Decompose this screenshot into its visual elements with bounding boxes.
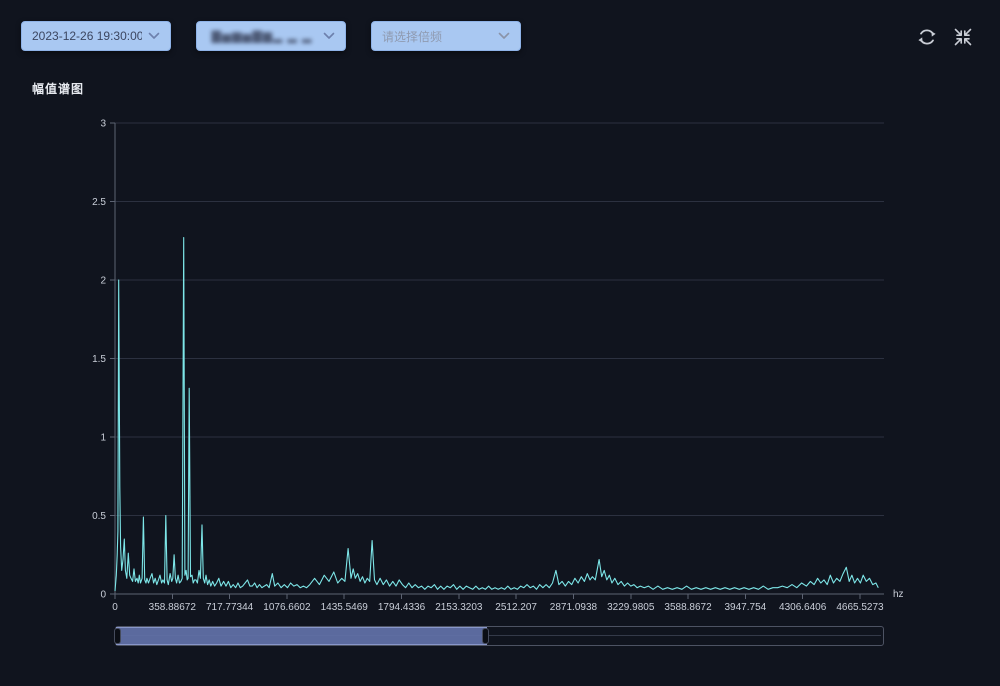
measuring-point-select[interactable]: ▇▅▆▅▇▆▂ ▂ ▂	[196, 21, 346, 51]
datazoom-left-handle[interactable]	[114, 628, 121, 644]
svg-text:3947.754: 3947.754	[725, 602, 767, 613]
svg-text:1.5: 1.5	[92, 354, 106, 365]
refresh-button[interactable]	[914, 24, 940, 50]
frequency-multiple-select-placeholder: 请选择倍频	[382, 29, 443, 44]
datazoom-slider[interactable]	[114, 626, 884, 646]
frequency-multiple-select[interactable]: 请选择倍频	[371, 21, 521, 51]
refresh-icon	[918, 29, 936, 45]
svg-text:1: 1	[100, 433, 106, 444]
svg-text:717.77344: 717.77344	[206, 602, 254, 613]
svg-text:2: 2	[100, 276, 106, 287]
svg-text:2153.3203: 2153.3203	[435, 602, 483, 613]
svg-text:2871.0938: 2871.0938	[550, 602, 598, 613]
collapse-icon	[954, 28, 972, 46]
svg-text:3229.9805: 3229.9805	[607, 602, 655, 613]
svg-text:1076.6602: 1076.6602	[263, 602, 311, 613]
chevron-down-icon	[323, 32, 335, 39]
spectrum-chart[interactable]: 0 0.5 1 1.5 2 2.5 3 0 358.88672 717.77344 1076.660…	[0, 100, 1000, 620]
chevron-down-icon	[148, 32, 160, 39]
svg-text:1435.5469: 1435.5469	[321, 602, 369, 613]
datetime-select[interactable]: 2023-12-26 19:30:00	[21, 21, 171, 51]
svg-text:3588.8672: 3588.8672	[664, 602, 712, 613]
svg-text:4306.6406: 4306.6406	[779, 602, 827, 613]
measuring-point-select-value: ▇▅▆▅▇▆▂ ▂ ▂	[211, 29, 313, 43]
chart-title: 幅值谱图	[32, 82, 85, 96]
svg-text:4665.5273: 4665.5273	[836, 602, 884, 613]
chevron-down-icon	[498, 32, 510, 39]
datazoom-right-handle[interactable]	[482, 628, 490, 644]
svg-text:2512.207: 2512.207	[495, 602, 537, 613]
datetime-select-value: 2023-12-26 19:30:00	[32, 29, 142, 43]
svg-text:358.88672: 358.88672	[149, 602, 197, 613]
svg-text:2.5: 2.5	[92, 197, 106, 208]
svg-text:0: 0	[112, 602, 118, 613]
svg-text:3: 3	[100, 119, 106, 130]
datazoom-selection[interactable]	[116, 627, 488, 645]
svg-text:0.5: 0.5	[92, 511, 106, 522]
svg-text:1794.4336: 1794.4336	[378, 602, 426, 613]
svg-text:hz: hz	[893, 589, 904, 600]
svg-text:0: 0	[100, 590, 106, 601]
collapse-button[interactable]	[950, 24, 976, 50]
